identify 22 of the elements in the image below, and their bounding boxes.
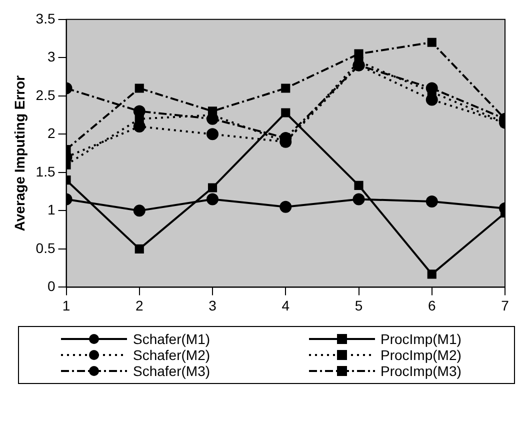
x-tick-label: 7 [501, 297, 510, 314]
y-tick-label: 2 [47, 125, 56, 142]
y-axis-title: Average Imputing Error [11, 74, 28, 232]
legend-label: ProcImp(M3) [380, 363, 462, 379]
x-tick-label: 5 [354, 297, 363, 314]
y-tick-label: 2.5 [36, 86, 56, 103]
y-tick-label: 3 [47, 48, 56, 65]
legend-label: Schafer(M1) [133, 331, 210, 347]
legend-label: Schafer(M2) [133, 347, 210, 363]
x-tick-label: 2 [135, 297, 144, 314]
y-tick-label: 0 [47, 278, 56, 294]
y-tick-label: 1.5 [36, 163, 56, 180]
x-tick-label: 3 [208, 297, 217, 314]
x-tick-label: 1 [62, 297, 70, 314]
y-tick-label: 1 [47, 202, 56, 218]
legend-label: Schafer(M3) [133, 363, 210, 379]
x-tick-label: 6 [428, 297, 436, 314]
legend-label: ProcImp(M1) [380, 331, 462, 347]
x-tick-label: 4 [282, 297, 290, 314]
legend-label: ProcImp(M2) [380, 347, 462, 363]
y-tick-label: 0.5 [36, 240, 56, 256]
y-tick-label: 3.5 [36, 10, 56, 26]
